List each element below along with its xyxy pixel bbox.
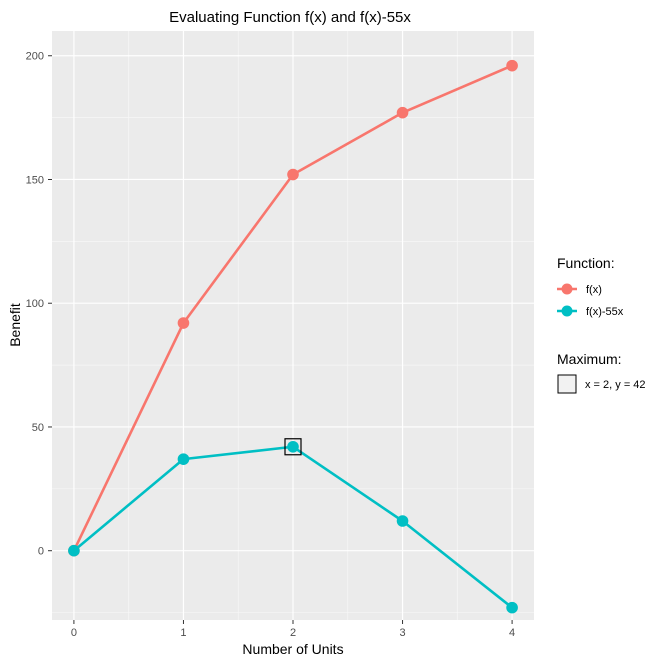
x-tick-label: 4 bbox=[509, 627, 515, 639]
legend-series-label: f(x) bbox=[586, 284, 602, 296]
legend-series-point bbox=[561, 283, 573, 295]
axis-layer: 0 1 2 3 4 0 50 100 150 200 bbox=[26, 51, 516, 639]
legend-series-label: f(x)-55x bbox=[586, 306, 624, 318]
chart-title: Evaluating Function f(x) and f(x)-55x bbox=[169, 9, 411, 26]
x-tick-label: 0 bbox=[71, 627, 77, 639]
x-tick-label: 3 bbox=[399, 627, 405, 639]
y-tick-label: 100 bbox=[26, 298, 44, 310]
legend-maximum-title: Maximum: bbox=[557, 351, 622, 367]
data-point-fx bbox=[396, 106, 409, 119]
y-axis-title: Benefit bbox=[7, 303, 23, 347]
data-point-fx-minus-55x bbox=[287, 440, 299, 453]
y-tick-label: 50 bbox=[32, 422, 44, 434]
data-point-fx-minus-55x bbox=[396, 515, 409, 527]
legend-series-point bbox=[561, 305, 573, 317]
maximum-marker bbox=[284, 438, 302, 456]
data-point-fx bbox=[506, 59, 518, 72]
y-tick-label: 0 bbox=[38, 546, 44, 558]
points-layer bbox=[68, 59, 518, 614]
legend: Function: f(x) f(x)-55x Maximum: x = 2, y… bbox=[557, 255, 646, 394]
legend-series-layer: f(x) f(x)-55x bbox=[557, 283, 624, 318]
y-tick-label: 200 bbox=[26, 51, 44, 63]
maximum-layer bbox=[284, 438, 302, 456]
data-point-fx-minus-55x bbox=[506, 601, 518, 614]
y-tick-label: 150 bbox=[26, 174, 44, 186]
data-point-fx-minus-55x bbox=[68, 544, 80, 557]
legend-maximum-label: x = 2, y = 42 bbox=[585, 379, 646, 391]
legend-maximum-key bbox=[557, 374, 577, 394]
legend-function-title: Function: bbox=[557, 255, 615, 271]
data-point-fx bbox=[177, 317, 190, 329]
data-point-fx bbox=[287, 168, 299, 181]
x-axis-title: Number of Units bbox=[242, 641, 343, 657]
x-tick-label: 2 bbox=[290, 627, 296, 639]
x-tick-label: 1 bbox=[180, 627, 186, 639]
data-point-fx-minus-55x bbox=[177, 453, 190, 465]
